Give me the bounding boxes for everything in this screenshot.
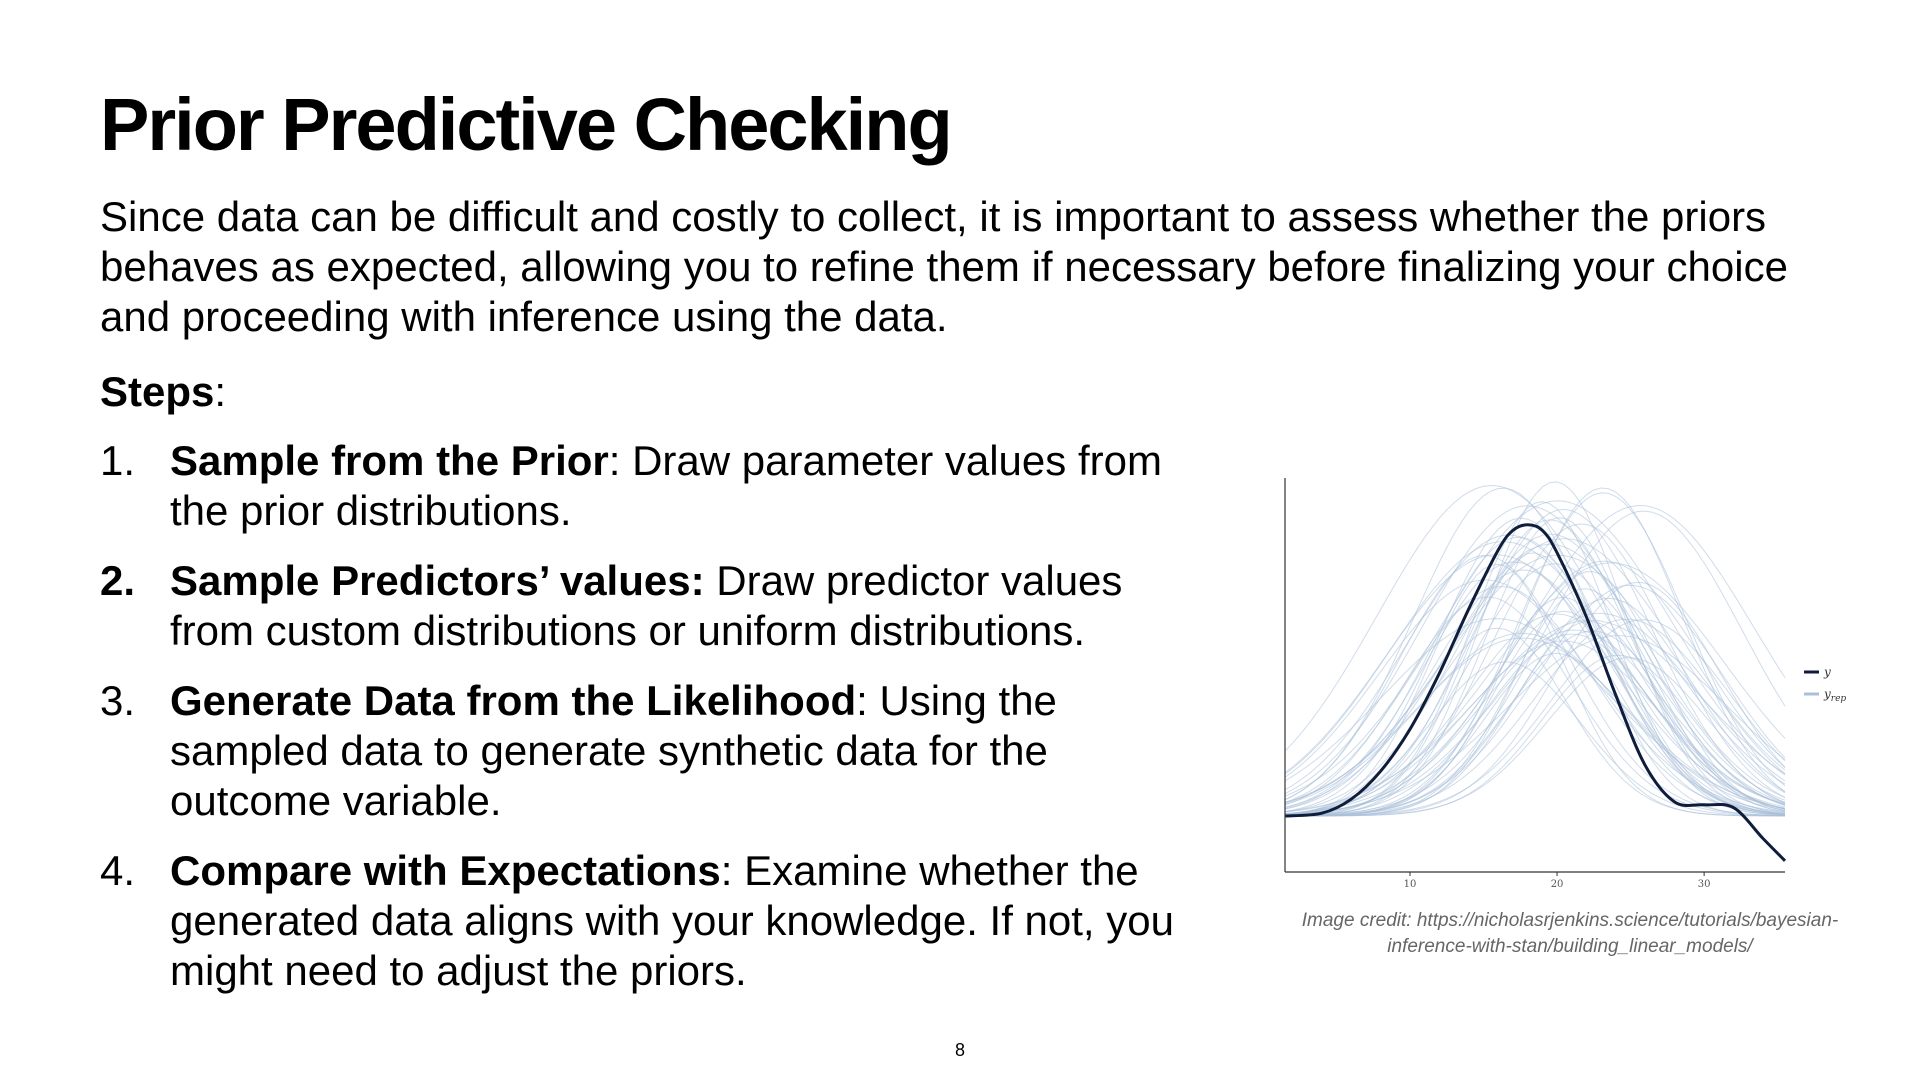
chart-legend: y yrep	[1804, 665, 1846, 704]
step-number: 4.	[100, 847, 136, 894]
replicate-line	[1284, 554, 1786, 816]
intro-paragraph: Since data can be difficult and costly t…	[100, 193, 1788, 340]
replicate-curves	[1284, 481, 1786, 817]
replicate-line	[1284, 584, 1786, 817]
replicate-line	[1284, 552, 1786, 817]
replicate-line	[1284, 536, 1786, 815]
replicate-line	[1284, 661, 1786, 817]
step-text: : Draw parameter values from the prior d…	[170, 437, 1162, 534]
x-tick-label: 10	[1404, 879, 1417, 890]
replicate-line	[1284, 534, 1786, 810]
slide-title: Prior Predictive Checking	[100, 83, 953, 166]
replicate-line	[1284, 541, 1786, 805]
step-item: 2. Sample Predictors’ values: Draw predi…	[100, 556, 1200, 656]
replicate-line	[1285, 610, 1786, 817]
step-text: : Using the sampled data to generate syn…	[170, 677, 1057, 824]
step-number: 2.	[100, 557, 136, 604]
replicate-line	[1284, 569, 1786, 814]
replicate-line	[1284, 613, 1786, 815]
observed-line	[1284, 523, 1787, 862]
replicate-line	[1284, 561, 1786, 815]
replicate-line	[1284, 637, 1786, 810]
step-number: 3.	[100, 677, 136, 724]
steps-list: 1. Sample from the Prior: Draw parameter…	[100, 436, 1200, 1016]
step-title: Compare with Expectations	[170, 847, 721, 894]
step-item: 3. Generate Data from the Likelihood: Us…	[100, 676, 1200, 826]
image-credit: Image credit: https://nicholasrjenkins.s…	[1301, 910, 1839, 957]
replicate-line	[1284, 500, 1786, 797]
replicate-line	[1285, 654, 1786, 817]
step-title: Generate Data from the Likelihood	[170, 677, 857, 724]
replicate-line	[1284, 632, 1786, 811]
x-tick-label: 20	[1551, 879, 1564, 890]
replicate-line	[1284, 533, 1786, 813]
replicate-line	[1284, 579, 1786, 813]
legend-label: yrep	[1823, 687, 1846, 704]
replicate-line	[1284, 501, 1786, 817]
x-tick-label: 30	[1698, 879, 1711, 890]
step-text: Draw predictor values from custom distri…	[170, 557, 1123, 654]
steps-heading-label: Steps	[100, 368, 215, 415]
step-title: Sample Predictors’ values:	[170, 557, 705, 604]
step-text: : Examine whether the generated data ali…	[170, 847, 1174, 994]
step-item: 1. Sample from the Prior: Draw parameter…	[100, 436, 1200, 536]
step-item: 4. Compare with Expectations: Examine wh…	[100, 846, 1200, 996]
replicate-line	[1284, 523, 1786, 816]
step-number: 1.	[100, 437, 136, 484]
prior-predictive-chart: 10 20 30 y yrep	[1270, 470, 1870, 890]
replicate-line	[1284, 618, 1786, 809]
page-number: 8	[954, 1040, 965, 1060]
steps-heading-colon: :	[214, 368, 227, 415]
replicate-line	[1284, 619, 1786, 813]
step-title: Sample from the Prior	[170, 437, 609, 484]
replicate-line	[1284, 586, 1786, 815]
replicate-line	[1284, 508, 1786, 815]
steps-heading: Steps:	[100, 368, 226, 416]
replicate-line	[1284, 538, 1786, 804]
replicate-line	[1284, 481, 1786, 817]
x-ticks: 10 20 30	[1404, 872, 1711, 890]
legend-label: y	[1823, 665, 1831, 679]
replicate-line	[1284, 484, 1786, 805]
chart-svg: 10 20 30 y yrep	[1284, 478, 1846, 890]
replicate-line	[1284, 517, 1786, 815]
observed-curve	[1284, 523, 1787, 862]
replicate-line	[1284, 517, 1786, 817]
replicate-line	[1284, 505, 1786, 801]
replicate-line	[1284, 510, 1786, 817]
replicate-line	[1284, 627, 1786, 817]
replicate-line	[1284, 562, 1786, 813]
